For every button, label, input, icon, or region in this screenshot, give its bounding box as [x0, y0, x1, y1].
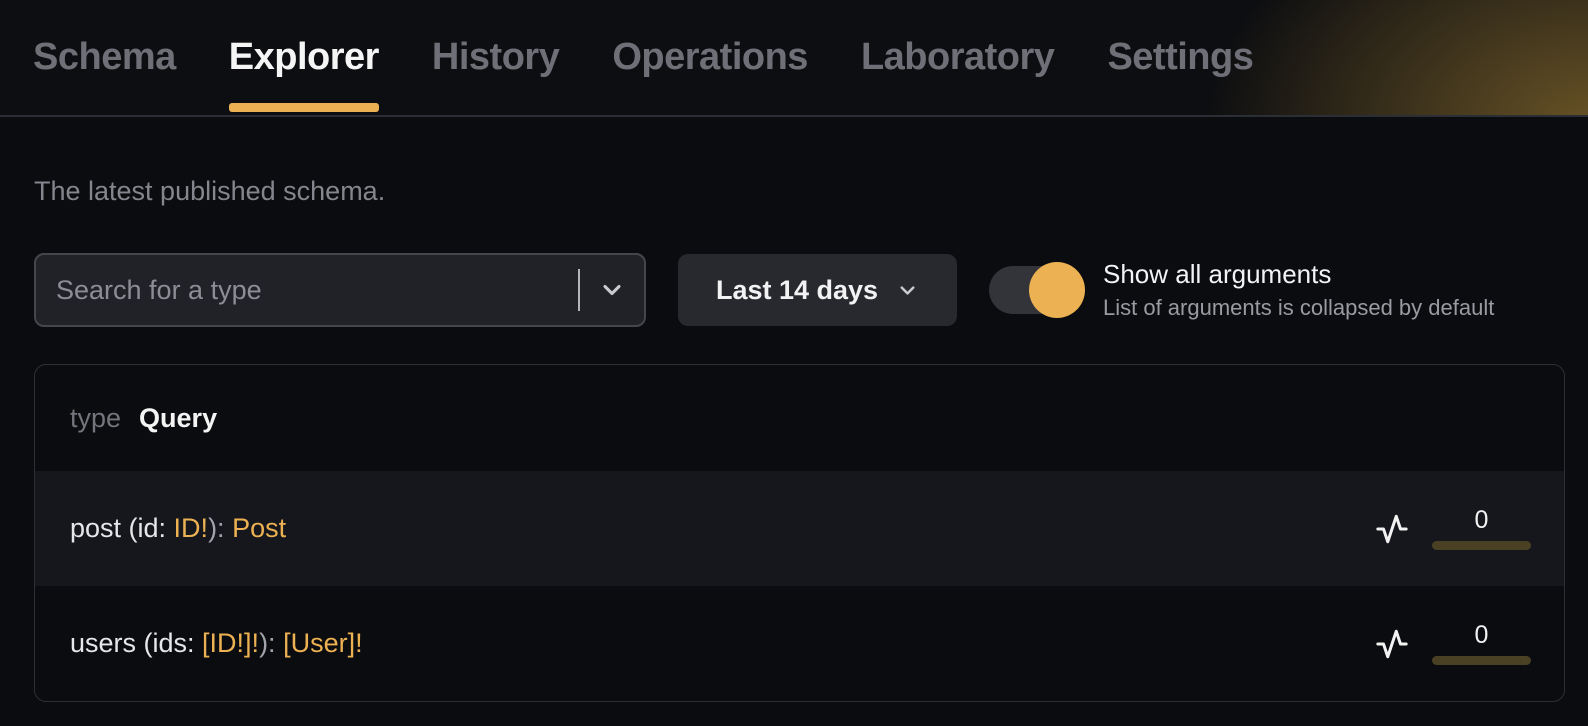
- arg-type: [ID!]!: [202, 628, 260, 658]
- field-name-args: users (ids:: [70, 628, 203, 658]
- usage-bar: [1432, 540, 1531, 550]
- activity-icon: [1376, 514, 1408, 543]
- field-separator: ):: [208, 513, 233, 543]
- tab-explorer-label: Explorer: [228, 36, 380, 78]
- tab-schema-label: Schema: [33, 36, 176, 78]
- toggle-text: Show all arguments List of arguments is …: [1103, 259, 1494, 321]
- tab-laboratory[interactable]: Laboratory: [860, 0, 1055, 115]
- tab-laboratory-label: Laboratory: [860, 36, 1055, 78]
- tab-settings-label: Settings: [1107, 36, 1254, 78]
- type-search-combobox[interactable]: [34, 253, 646, 327]
- top-nav-tabs: Schema Explorer History Operations Labor…: [0, 0, 1588, 117]
- return-type: [User]!: [283, 628, 363, 658]
- field-signature: post (id: ID!): Post: [70, 513, 286, 544]
- type-card-header: type Query: [35, 365, 1564, 471]
- show-arguments-toggle[interactable]: [989, 262, 1085, 318]
- toggle-knob: [1029, 262, 1085, 318]
- show-arguments-toggle-group: Show all arguments List of arguments is …: [989, 259, 1494, 321]
- toggle-description: List of arguments is collapsed by defaul…: [1103, 295, 1495, 320]
- tab-explorer[interactable]: Explorer: [228, 0, 380, 115]
- period-select-label: Last 14 days: [715, 274, 879, 305]
- chevron-down-icon[interactable]: [598, 276, 626, 304]
- tab-history-label: History: [431, 36, 560, 78]
- combobox-divider: [578, 269, 580, 311]
- usage-stat: 0: [1432, 505, 1531, 550]
- explorer-page: The latest published schema. Last 14 day…: [0, 176, 1588, 702]
- activity-icon: [1376, 629, 1408, 658]
- toggle-title: Show all arguments: [1103, 259, 1332, 289]
- type-name: Query: [139, 402, 218, 433]
- usage-stat: 0: [1432, 620, 1531, 665]
- arg-type: ID!: [173, 513, 209, 543]
- field-signature: users (ids: [ID!]!): [User]!: [70, 628, 363, 659]
- period-select[interactable]: Last 14 days: [678, 254, 957, 326]
- tab-operations[interactable]: Operations: [612, 0, 808, 115]
- return-type: Post: [232, 513, 287, 543]
- usage-count: 0: [1474, 620, 1489, 649]
- chevron-down-icon: [900, 285, 915, 295]
- page-subtitle: The latest published schema.: [34, 176, 386, 206]
- field-usage: 0: [1372, 505, 1531, 550]
- usage-count: 0: [1474, 505, 1489, 534]
- tab-operations-label: Operations: [612, 36, 808, 78]
- field-row-users[interactable]: users (ids: [ID!]!): [User]! 0: [35, 586, 1564, 701]
- field-separator: ):: [259, 628, 284, 658]
- type-keyword: type: [70, 402, 122, 433]
- tab-schema[interactable]: Schema: [33, 0, 176, 115]
- schema-type-card: type Query post (id: ID!): Post 0 users …: [34, 364, 1565, 702]
- field-usage: 0: [1372, 620, 1531, 665]
- field-name-args: post (id:: [70, 513, 174, 543]
- tab-settings[interactable]: Settings: [1107, 0, 1253, 115]
- controls-row: Last 14 days Show all arguments List of …: [34, 253, 1565, 327]
- tab-history[interactable]: History: [431, 0, 560, 115]
- usage-bar: [1432, 655, 1531, 665]
- search-input[interactable]: [56, 274, 570, 306]
- field-row-post[interactable]: post (id: ID!): Post 0: [35, 471, 1564, 586]
